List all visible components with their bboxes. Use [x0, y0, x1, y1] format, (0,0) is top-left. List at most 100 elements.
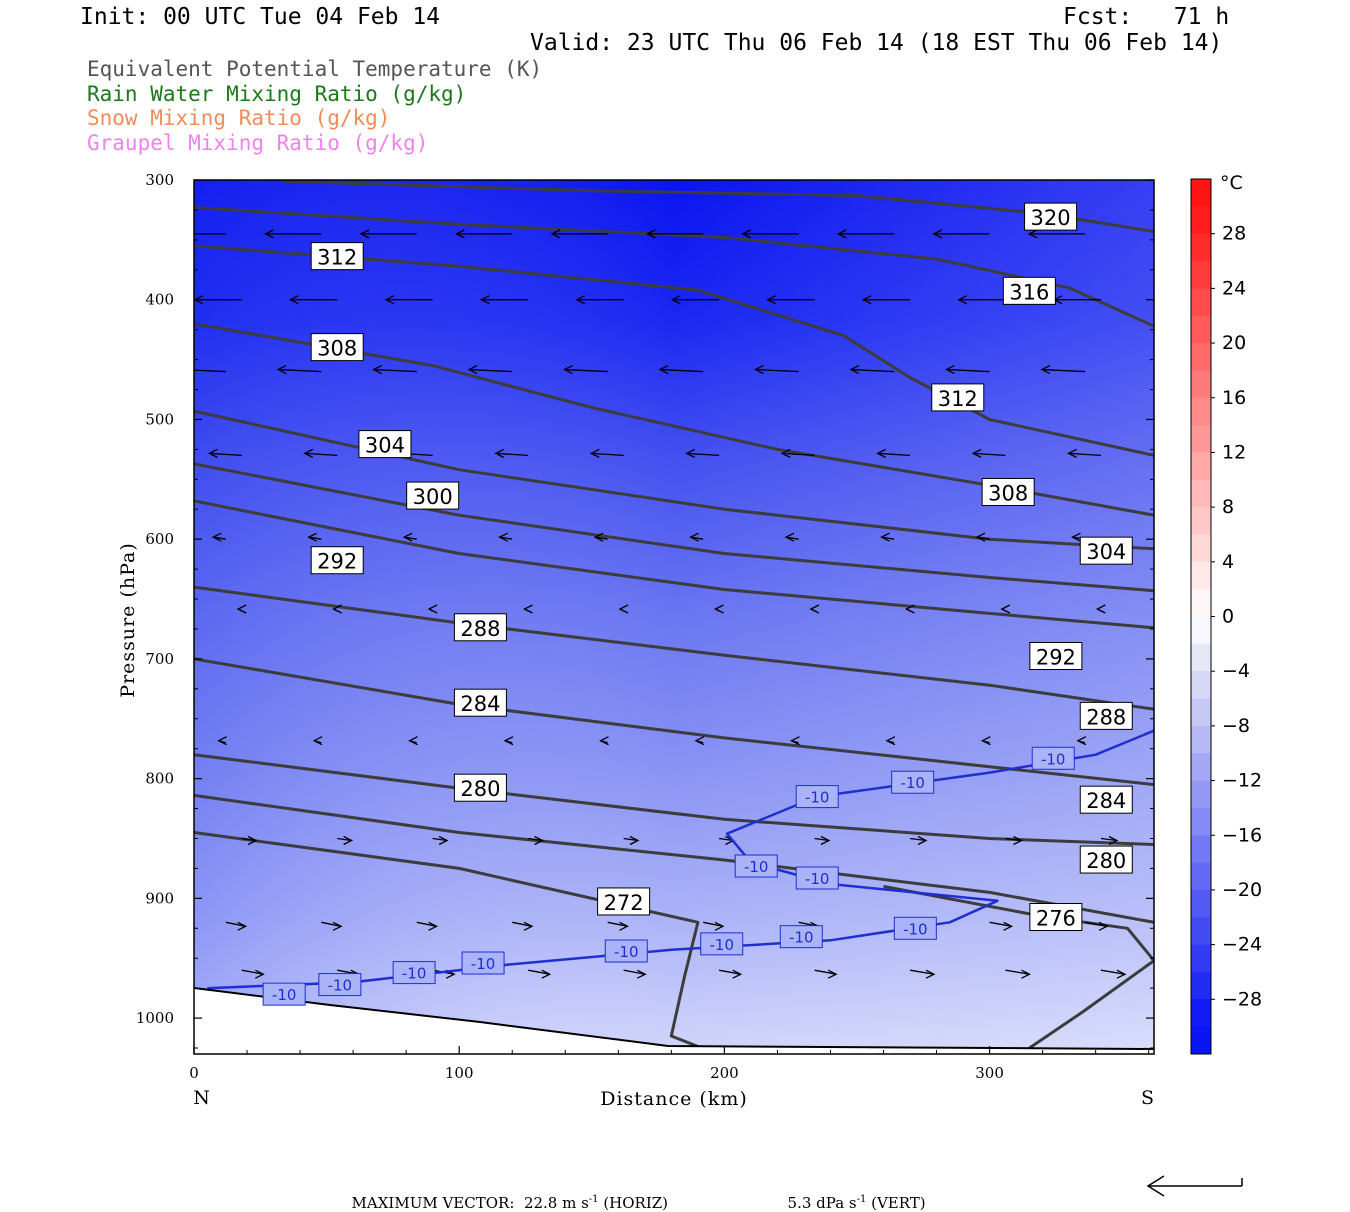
- theta-e-contour-label: 320: [1031, 206, 1071, 230]
- wind-vector: [850, 368, 895, 373]
- wind-vector: [718, 969, 741, 975]
- colorbar-segment: [1191, 698, 1211, 727]
- wind-vector-head: [550, 229, 561, 239]
- wind-vector: [528, 969, 550, 975]
- wind-vector-head: [312, 736, 323, 746]
- colorbar: 28 24 20 16 12 8 4 0 −4 −8 −12 −16 −20 −24 −28: [1190, 178, 1262, 1055]
- wind-vector: [686, 452, 720, 457]
- wind-vector-head: [332, 604, 342, 614]
- isotherm-label-box: [795, 866, 839, 890]
- wind-vector: [814, 969, 837, 975]
- wind-vector-head: [599, 736, 609, 746]
- isotherm-label-box: [1031, 746, 1075, 770]
- contour-label-box: [1079, 845, 1133, 874]
- contour-label-box: [597, 887, 651, 916]
- wind-vector: [278, 368, 322, 373]
- colorbar-segment: [1191, 725, 1211, 754]
- wind-vector-head: [971, 448, 982, 458]
- x-axis-title: Distance (km): [600, 1088, 748, 1110]
- y-tick-label: 400: [145, 291, 174, 309]
- field-label-rain: Rain Water Mixing Ratio (g/kg): [87, 82, 467, 106]
- wind-vector: [241, 837, 257, 842]
- wind-vector-head: [618, 604, 629, 614]
- wind-vector-head: [408, 736, 418, 746]
- y-axis-title: Pressure (hPa): [117, 542, 139, 698]
- theta-e-contour-label: 304: [365, 434, 405, 458]
- theta-e-contour-label: 280: [460, 777, 500, 801]
- wind-vector-head: [753, 364, 764, 375]
- theta-e-contour-label: 272: [604, 891, 644, 915]
- wind-vector-head: [264, 229, 274, 239]
- colorbar-label: 12: [1222, 441, 1246, 463]
- wind-vector: [1084, 921, 1108, 927]
- wind-vector-head: [541, 969, 552, 979]
- colorbar-segment: [1191, 507, 1211, 535]
- y-tick-label: 300: [145, 171, 174, 189]
- isotherm-label: -10: [903, 920, 928, 938]
- wind-vector: [814, 837, 830, 842]
- wind-vector: [416, 921, 437, 927]
- wind-vector-head: [904, 604, 915, 614]
- theta-e-contour-label: 308: [317, 337, 357, 361]
- theta-e-contour-label: 316: [1009, 280, 1049, 304]
- theta-e-contour: [194, 206, 1154, 328]
- wind-vector-head: [1070, 532, 1081, 542]
- wind-vector-head: [593, 532, 604, 542]
- wind-vector-head: [809, 604, 820, 614]
- wind-vector-head: [1000, 604, 1011, 614]
- contour-label-box: [453, 773, 507, 802]
- isotherm-label: -10: [900, 774, 925, 792]
- colorbar-segment: [1191, 862, 1211, 891]
- colorbar-unit: °C: [1220, 172, 1243, 194]
- contour-label-box: [981, 477, 1035, 506]
- wind-vector-head: [861, 295, 872, 305]
- wind-vector-head: [694, 736, 705, 746]
- isotherm-label: -10: [471, 955, 496, 973]
- x-tick-label: 0: [189, 1064, 199, 1082]
- y-tick-label: 900: [145, 889, 174, 907]
- contour-label-box: [1079, 785, 1133, 814]
- wind-vector-head: [932, 229, 943, 239]
- wind-vector: [591, 452, 624, 457]
- wind-vector-head: [732, 969, 743, 979]
- wind-vector-head: [980, 736, 991, 746]
- theta-e-contour: [194, 753, 1154, 846]
- wind-vector: [607, 921, 628, 927]
- isotherm-label: -10: [805, 870, 830, 888]
- isotherm-label: -10: [789, 929, 814, 947]
- colorbar-segment: [1191, 206, 1211, 235]
- wind-vector-head: [880, 532, 890, 542]
- wind-vector-head: [636, 969, 647, 979]
- wind-vector-head: [1003, 921, 1014, 931]
- colorbar-segment: [1191, 452, 1211, 481]
- wind-vector-head: [523, 604, 533, 614]
- colorbar-label: 0: [1222, 606, 1234, 628]
- reference-vector-arrow: [1146, 1175, 1243, 1197]
- colorbar-segment: [1191, 917, 1211, 946]
- max-vector-label: MAXIMUM VECTOR:: [351, 1194, 515, 1212]
- wind-vector-head: [467, 364, 478, 375]
- wind-vector-head: [1013, 835, 1023, 846]
- wind-vector-head: [438, 835, 449, 846]
- wind-vector-head: [1095, 604, 1106, 614]
- colorbar-segment: [1191, 999, 1211, 1028]
- theta-e-contour-label: 280: [1086, 849, 1126, 873]
- theta-e-contour-label: 292: [1036, 646, 1076, 670]
- wind-vector-head: [359, 229, 370, 239]
- isotherm-label-box: [779, 925, 823, 949]
- wind-vector-head: [1040, 364, 1051, 375]
- theta-e-contour-label: 288: [460, 617, 500, 641]
- wind-vector: [973, 452, 1006, 457]
- wind-vector-head: [714, 604, 724, 614]
- y-tick-label: 600: [145, 530, 174, 548]
- isotherm-label-box: [700, 932, 744, 956]
- colorbar-segment: [1191, 370, 1211, 399]
- wind-vector-head: [303, 448, 314, 458]
- max-vector-text: MAXIMUM VECTOR: 22.8 m s-1 (HORIZ): [342, 1176, 669, 1212]
- wind-vector-head: [1027, 229, 1038, 239]
- wind-vector-head: [925, 969, 936, 979]
- colorbar-segment: [1191, 780, 1211, 809]
- wind-vector-head: [1108, 835, 1119, 846]
- theta-e-contour: [194, 657, 1154, 787]
- wind-vector-head: [917, 835, 928, 846]
